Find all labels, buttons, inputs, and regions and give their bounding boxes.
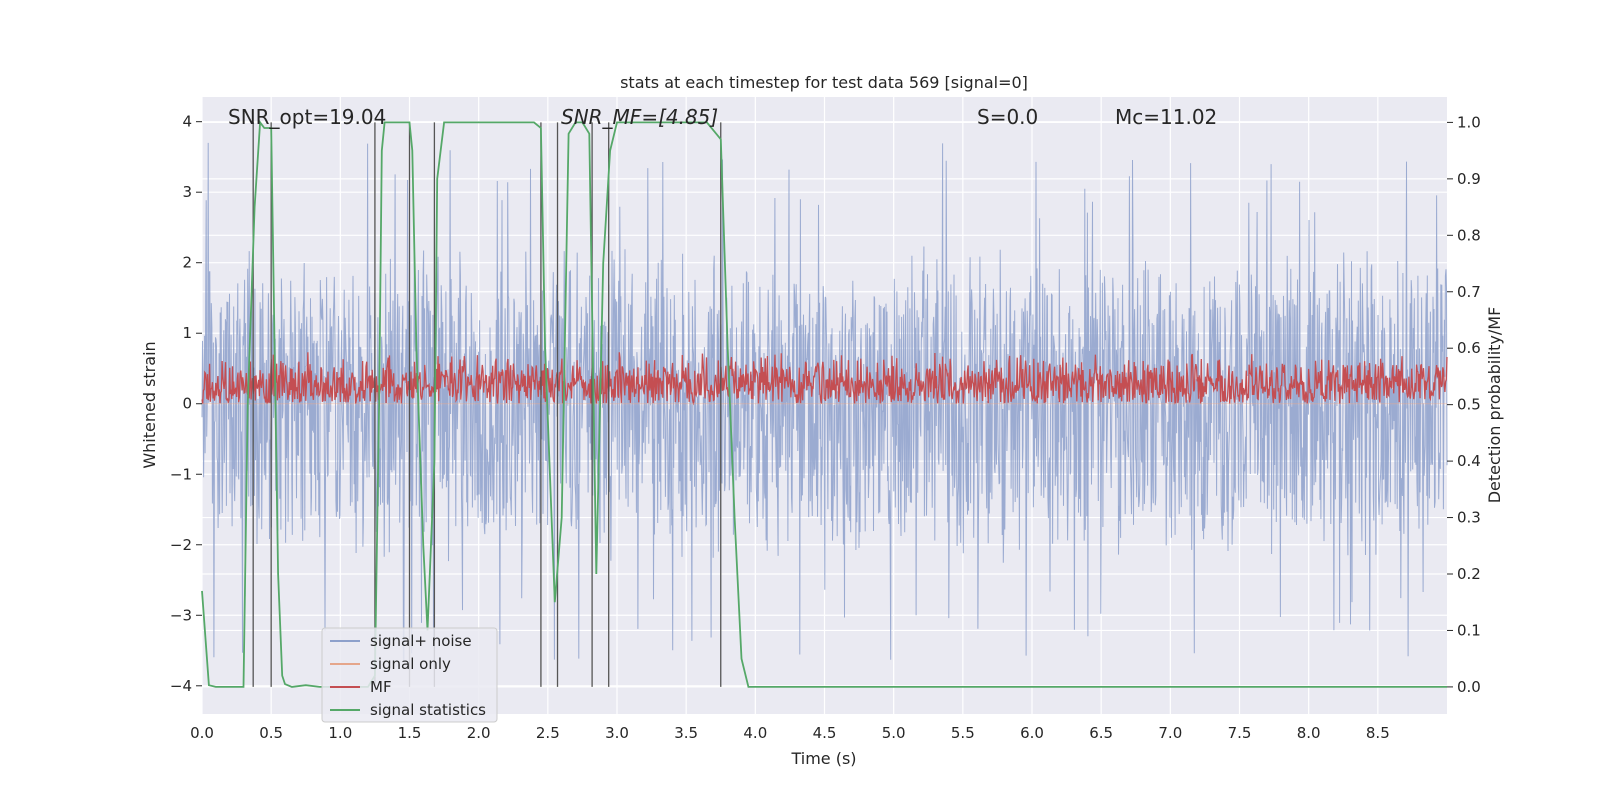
y2-tick-label: 0.2 xyxy=(1457,565,1481,583)
y2-tick-label: 0.0 xyxy=(1457,678,1481,696)
y2-tick-label: 0.5 xyxy=(1457,396,1481,414)
x-tick-label: 3.5 xyxy=(674,724,698,742)
annotation-snr-opt: SNR_opt=19.04 xyxy=(228,105,386,129)
legend-label-mf: MF xyxy=(370,678,392,696)
y2-tick-label: 0.7 xyxy=(1457,283,1481,301)
y-tick-label: 0 xyxy=(182,395,192,413)
chart-title: stats at each timestep for test data 569… xyxy=(620,73,1028,92)
y-tick-label: −1 xyxy=(170,465,192,483)
legend-label-signal-only: signal only xyxy=(370,655,451,673)
legend-label-signal-statistics: signal statistics xyxy=(370,701,486,719)
x-tick-label: 8.0 xyxy=(1297,724,1321,742)
x-tick-label: 1.5 xyxy=(398,724,422,742)
y-tick-label: 1 xyxy=(182,324,192,342)
y-tick-label: 4 xyxy=(182,113,192,131)
legend-label-signal-noise: signal+ noise xyxy=(370,632,472,650)
y-tick-label: −4 xyxy=(170,677,192,695)
y2-tick-label: 0.8 xyxy=(1457,226,1481,244)
y-tick-label: 3 xyxy=(182,183,192,201)
x-tick-label: 6.5 xyxy=(1089,724,1113,742)
y-tick-label: 2 xyxy=(182,254,192,272)
x-tick-label: 5.0 xyxy=(882,724,906,742)
x-tick-label: 0.5 xyxy=(259,724,283,742)
x-axis-ticks: 0.0 0.5 1.0 1.5 2.0 2.5 3.0 3.5 4.0 4.5 5.0 5.5 6.0 6… xyxy=(190,724,1390,742)
x-tick-label: 7.5 xyxy=(1228,724,1252,742)
legend: signal+ noise signal only MF signal stat… xyxy=(321,627,498,723)
y2-tick-label: 0.1 xyxy=(1457,621,1481,639)
x-tick-label: 2.0 xyxy=(467,724,491,742)
y2-tick-label: 0.6 xyxy=(1457,339,1481,357)
legend-frame xyxy=(321,627,498,723)
y2-tick-label: 1.0 xyxy=(1457,113,1481,131)
x-tick-label: 2.5 xyxy=(536,724,560,742)
y-tick-label: −2 xyxy=(170,536,192,554)
annotation-snr-mf: SNR_MF=[4.85] xyxy=(561,105,718,129)
annotations: SNR_opt=19.04 SNR_MF=[4.85] S=0.0 Mc=11.… xyxy=(228,105,1217,129)
detection-vlines xyxy=(252,122,722,687)
x-tick-label: 7.0 xyxy=(1158,724,1182,742)
y2-axis-label: Detection probability/MF xyxy=(1485,307,1504,504)
x-tick-label: 4.0 xyxy=(743,724,767,742)
y2-tick-label: 0.9 xyxy=(1457,170,1481,188)
x-tick-label: 4.5 xyxy=(813,724,837,742)
x-tick-label: 3.0 xyxy=(605,724,629,742)
y2-tick-label: 0.3 xyxy=(1457,509,1481,527)
x-tick-label: 0.0 xyxy=(190,724,214,742)
x-tick-label: 8.5 xyxy=(1366,724,1390,742)
y2-tick-label: 0.4 xyxy=(1457,452,1481,470)
x-tick-label: 1.0 xyxy=(328,724,352,742)
y-axis-ticks: −4 −3 −2 −1 0 1 2 3 4 xyxy=(170,113,202,695)
signal-statistics-line xyxy=(201,119,1447,688)
x-axis-label: Time (s) xyxy=(790,749,856,768)
x-tick-label: 5.5 xyxy=(951,724,975,742)
annotation-mc: Mc=11.02 xyxy=(1115,105,1217,129)
y-tick-label: −3 xyxy=(170,606,192,624)
y2-axis-ticks: 0.0 0.1 0.2 0.3 0.4 0.5 0.6 0.7 0.8 0.9 1.0 xyxy=(1447,113,1481,696)
signal-statistics-series xyxy=(201,119,1447,688)
x-tick-label: 6.0 xyxy=(1020,724,1044,742)
y-axis-label: Whitened strain xyxy=(140,341,159,468)
annotation-s: S=0.0 xyxy=(977,105,1038,129)
